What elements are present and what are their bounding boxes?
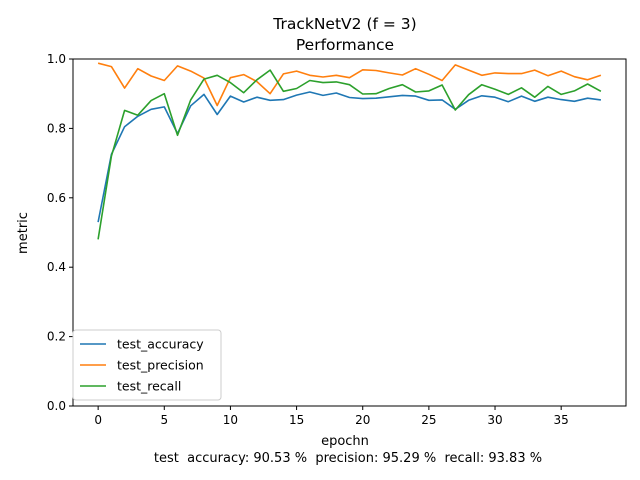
y-axis-label: metric xyxy=(16,212,31,254)
legend-label: test_accuracy xyxy=(117,337,204,352)
x-axis-label: epochn xyxy=(321,434,369,449)
series-line-test-recall xyxy=(97,69,602,240)
x-tick-label: 0 xyxy=(94,413,102,427)
chart-title: TrackNetV2 (f = 3) xyxy=(272,15,416,33)
chart-subtitle: Performance xyxy=(296,36,394,54)
x-tick-label: 5 xyxy=(160,413,168,427)
x-tick-label: 20 xyxy=(355,413,370,427)
y-tick-label: 0.2 xyxy=(47,330,66,344)
legend-box xyxy=(72,329,222,401)
x-tick-label: 30 xyxy=(487,413,502,427)
y-tick-label: 0.4 xyxy=(47,260,66,274)
x-tick-label: 25 xyxy=(421,413,436,427)
x-tick-label: 15 xyxy=(289,413,304,427)
x-tick-label: 10 xyxy=(223,413,238,427)
y-tick-label: 0.8 xyxy=(47,121,66,135)
plot-area-frame xyxy=(72,58,627,407)
y-tick-label: 1.0 xyxy=(47,52,66,66)
series-line-test-precision xyxy=(97,62,602,107)
y-tick-label: 0.0 xyxy=(47,399,66,413)
series-line-test-accuracy xyxy=(97,91,602,223)
results-footer: test accuracy: 90.53 % precision: 95.29 … xyxy=(154,451,542,466)
legend: test_accuracy test_precision test_recall xyxy=(72,329,222,401)
y-tick-label: 0.6 xyxy=(47,191,66,205)
series-lines xyxy=(97,62,602,240)
x-tick-label: 35 xyxy=(554,413,569,427)
legend-label: test_recall xyxy=(117,379,181,394)
axis-ticks: 0 5 10 15 20 25 30 35 0.0 0.2 0.4 0.6 0.8 1.0 xyxy=(47,52,569,427)
legend-label: test_precision xyxy=(117,358,204,373)
